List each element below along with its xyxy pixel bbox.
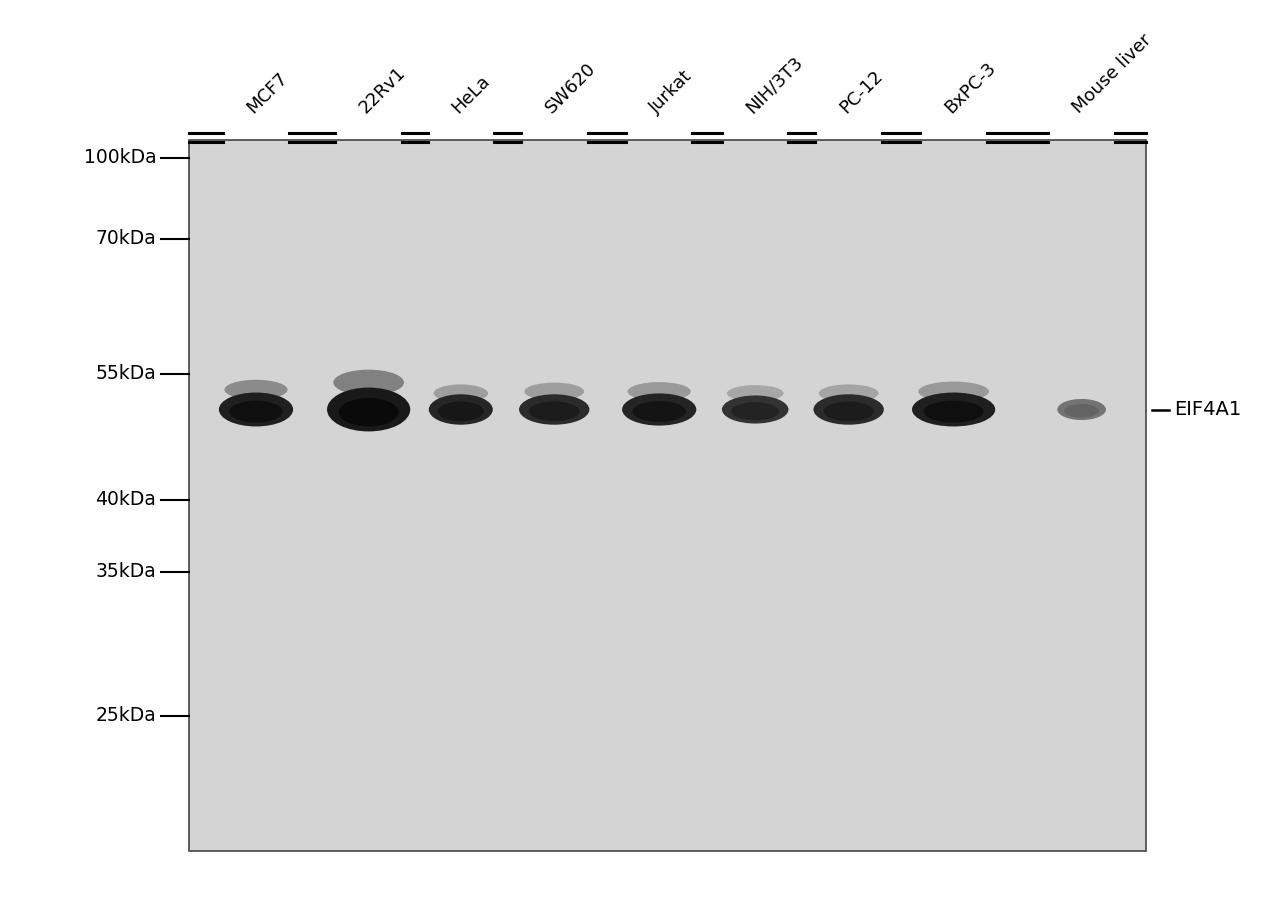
Ellipse shape <box>918 382 989 401</box>
Ellipse shape <box>1057 399 1106 420</box>
Text: 22Rv1: 22Rv1 <box>356 64 410 117</box>
Ellipse shape <box>722 395 788 424</box>
Text: 40kDa: 40kDa <box>95 490 156 509</box>
Ellipse shape <box>924 400 983 423</box>
Ellipse shape <box>219 392 293 427</box>
Text: Jurkat: Jurkat <box>646 68 696 117</box>
Ellipse shape <box>819 384 878 402</box>
Text: EIF4A1: EIF4A1 <box>1174 400 1242 419</box>
Text: BxPC-3: BxPC-3 <box>941 58 998 117</box>
Ellipse shape <box>911 392 996 427</box>
Bar <box>189 140 1146 850</box>
Text: MCF7: MCF7 <box>243 69 291 117</box>
Ellipse shape <box>434 384 488 402</box>
Ellipse shape <box>520 394 590 425</box>
Text: HeLa: HeLa <box>448 72 493 117</box>
Ellipse shape <box>224 380 288 400</box>
Text: PC-12: PC-12 <box>836 67 886 117</box>
Ellipse shape <box>1064 404 1100 418</box>
Ellipse shape <box>229 400 283 423</box>
Ellipse shape <box>438 401 484 421</box>
Ellipse shape <box>429 394 493 425</box>
Ellipse shape <box>525 382 584 400</box>
Text: 55kDa: 55kDa <box>96 364 156 383</box>
Ellipse shape <box>632 401 686 422</box>
Ellipse shape <box>814 394 884 425</box>
Ellipse shape <box>328 388 410 431</box>
Text: 100kDa: 100kDa <box>83 148 156 167</box>
Ellipse shape <box>627 382 691 400</box>
Ellipse shape <box>333 370 404 395</box>
Text: SW620: SW620 <box>541 59 599 117</box>
Ellipse shape <box>823 401 874 421</box>
Text: 25kDa: 25kDa <box>96 706 156 725</box>
Ellipse shape <box>622 393 696 426</box>
Text: NIH/3T3: NIH/3T3 <box>742 53 806 117</box>
Ellipse shape <box>529 401 580 421</box>
Ellipse shape <box>731 402 780 420</box>
Ellipse shape <box>727 385 783 401</box>
Text: Mouse liver: Mouse liver <box>1069 31 1155 117</box>
Ellipse shape <box>339 398 398 427</box>
Text: 70kDa: 70kDa <box>96 229 156 248</box>
Text: 35kDa: 35kDa <box>96 562 156 581</box>
